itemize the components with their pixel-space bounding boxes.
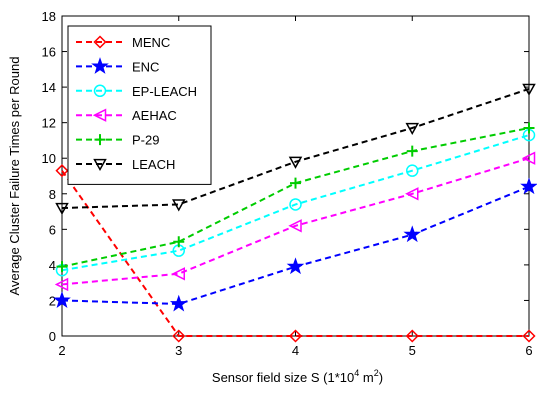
series-p-29 [56, 122, 535, 273]
x-tick-label: 3 [175, 343, 182, 358]
data-point [171, 199, 186, 212]
series-line [61, 157, 530, 286]
data-point [53, 291, 71, 308]
series-menc [55, 164, 536, 343]
data-point [171, 267, 185, 281]
legend-label: AEHAC [132, 108, 177, 123]
series-line [61, 185, 530, 306]
x-tick-label: 5 [409, 343, 416, 358]
x-tick-label: 2 [58, 343, 65, 358]
data-point [55, 164, 69, 178]
legend-label: LEACH [132, 157, 175, 172]
series-enc [53, 177, 537, 312]
x-tick-label: 6 [525, 343, 532, 358]
data-point [56, 261, 68, 273]
x-axis-label-close: ) [379, 370, 383, 385]
data-point [523, 122, 535, 134]
data-point [406, 164, 419, 177]
data-point [288, 156, 303, 169]
legend-label: P-29 [132, 133, 159, 148]
data-point [288, 219, 302, 233]
data-point [406, 145, 418, 157]
y-tick-label: 14 [42, 80, 56, 95]
x-axis-label-exp: 4 [354, 368, 359, 378]
data-point [54, 277, 69, 292]
data-point [521, 151, 536, 165]
y-tick-label: 10 [42, 151, 56, 166]
data-point [169, 294, 188, 312]
legend-marker [93, 35, 107, 49]
y-tick-label: 2 [49, 293, 56, 308]
data-point [522, 329, 536, 343]
legend-label: MENC [132, 35, 170, 50]
data-point [520, 177, 537, 195]
legend-label: ENC [132, 59, 159, 74]
data-point [405, 122, 420, 136]
data-point [522, 83, 536, 96]
y-tick-label: 16 [42, 45, 56, 60]
legend-box [67, 25, 212, 185]
y-tick-label: 4 [49, 258, 56, 273]
data-point [173, 236, 185, 248]
y-tick-label: 18 [42, 9, 56, 24]
x-tick-label: 4 [292, 343, 299, 358]
legend-label: EP-LEACH [132, 84, 197, 99]
y-tick-label: 12 [42, 116, 56, 131]
legend-marker [92, 108, 107, 122]
series-aehac [54, 151, 536, 292]
legend-marker [91, 57, 109, 74]
legend-item: LEACH [76, 157, 175, 172]
data-point [405, 329, 419, 343]
y-axis-label: Average Cluster Failure Times per Round [7, 57, 22, 296]
data-point [289, 198, 302, 211]
legend-item: EP-LEACH [76, 84, 197, 99]
x-axis-label-unit-exp: 2 [374, 368, 379, 378]
data-point [288, 329, 303, 343]
data-point [55, 202, 69, 216]
legend-item: ENC [76, 57, 159, 74]
y-tick-label: 6 [49, 222, 56, 237]
data-point [403, 225, 422, 243]
data-point [405, 187, 419, 201]
y-tick-label: 0 [49, 329, 56, 344]
legend-marker [93, 158, 107, 172]
x-axis-label-main: Sensor field size S (1*10 [212, 370, 354, 385]
y-tick-label: 8 [49, 187, 56, 202]
data-point [286, 257, 305, 275]
series-line [61, 87, 530, 209]
x-axis-label: Sensor field size S (1*104 m2) [212, 368, 383, 385]
legend-marker [93, 84, 107, 98]
data-point [172, 329, 186, 343]
series-line [61, 134, 530, 272]
series-leach [55, 83, 536, 216]
x-axis-label-unit: m [359, 370, 373, 385]
legend-item: P-29 [76, 133, 159, 148]
legend-marker [94, 134, 106, 146]
series-line [61, 170, 529, 337]
legend-item: AEHAC [76, 108, 177, 123]
legend-item: MENC [76, 35, 170, 50]
data-point [290, 177, 301, 189]
